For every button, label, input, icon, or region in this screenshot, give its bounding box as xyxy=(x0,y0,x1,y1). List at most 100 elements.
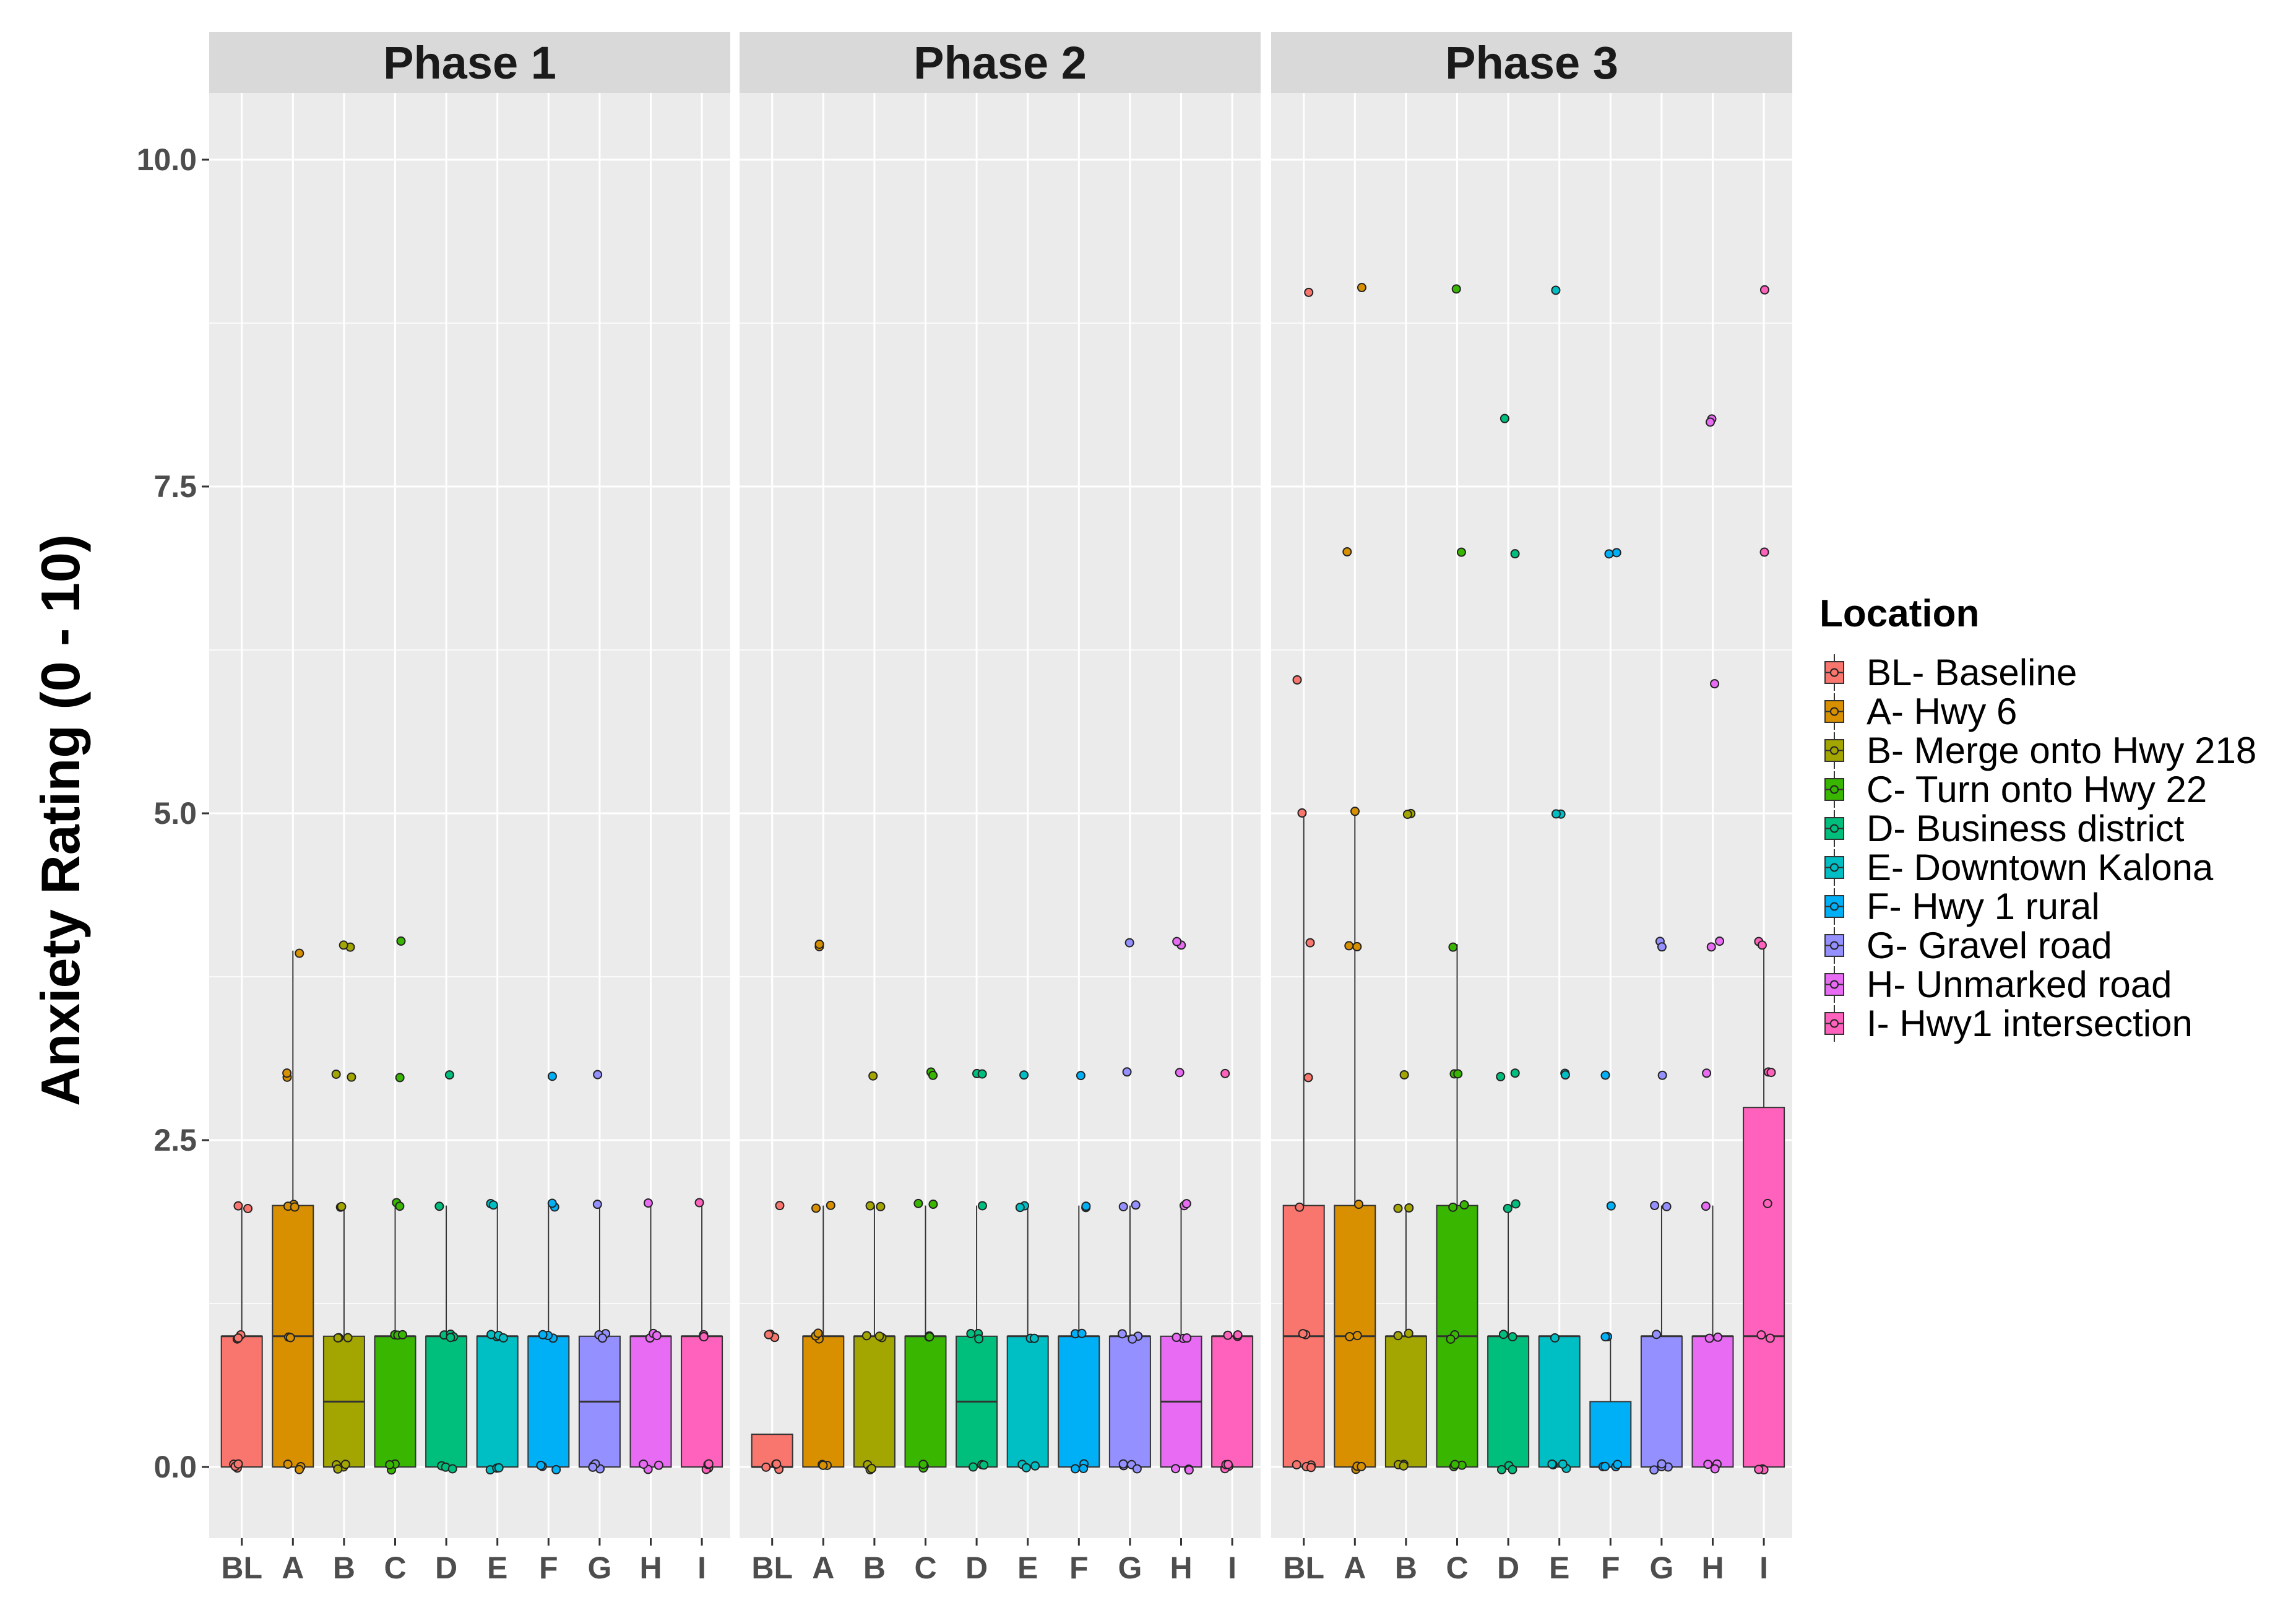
legend-key-point xyxy=(1830,863,1839,872)
box-A xyxy=(272,948,314,1474)
facet-strip xyxy=(1271,32,1792,93)
data-point xyxy=(928,1070,938,1080)
data-point xyxy=(1657,1459,1667,1469)
data-point xyxy=(1029,1333,1039,1343)
data-point xyxy=(1172,1333,1181,1343)
data-point xyxy=(1304,287,1314,297)
data-point xyxy=(444,1070,454,1080)
data-point xyxy=(1357,1461,1366,1471)
data-point xyxy=(1171,1464,1181,1474)
x-tick-label: F xyxy=(1069,1551,1089,1585)
data-point xyxy=(1756,1330,1766,1340)
box-G xyxy=(1640,937,1683,1475)
box-H xyxy=(629,1198,672,1474)
data-point xyxy=(385,1460,395,1469)
legend-item: B- Merge onto Hwy 218 xyxy=(1824,730,2256,771)
data-point xyxy=(1181,1199,1191,1209)
data-point xyxy=(243,1204,253,1214)
box-D xyxy=(425,1070,468,1474)
legend-label: BL- Baseline xyxy=(1867,652,2077,693)
data-point xyxy=(434,1201,444,1211)
box-H xyxy=(1691,414,1734,1474)
data-point xyxy=(1763,1198,1772,1208)
box-body xyxy=(1487,1335,1530,1468)
data-point xyxy=(1223,1460,1233,1469)
x-tick-label: I xyxy=(1228,1551,1236,1585)
x-tick-label: BL xyxy=(1283,1551,1324,1585)
data-point xyxy=(1184,1465,1194,1475)
x-tick-label: D xyxy=(1497,1551,1519,1585)
box-body xyxy=(904,1335,947,1468)
legend-label: H- Unmarked road xyxy=(1867,964,2172,1005)
box-body xyxy=(1384,1335,1427,1468)
data-point xyxy=(1070,1464,1080,1474)
data-point xyxy=(1402,810,1412,820)
box-body xyxy=(802,1335,845,1468)
data-point xyxy=(1019,1070,1029,1080)
box-F xyxy=(527,1071,570,1474)
data-point xyxy=(1703,1460,1713,1469)
x-tick-label: B xyxy=(1395,1551,1417,1585)
data-point xyxy=(1754,1464,1764,1474)
box-G xyxy=(578,1070,621,1474)
data-point xyxy=(283,1460,293,1469)
box-E xyxy=(1006,1070,1049,1473)
data-point xyxy=(333,1333,343,1343)
x-tick-label: D xyxy=(965,1551,988,1585)
data-point xyxy=(1077,1328,1087,1338)
data-point xyxy=(1713,1332,1723,1342)
data-point xyxy=(1706,417,1716,427)
facet-strip-title: Phase 2 xyxy=(913,37,1087,89)
data-point xyxy=(1662,1201,1672,1211)
box-body xyxy=(476,1335,519,1468)
box-body xyxy=(853,1335,896,1468)
data-point xyxy=(654,1460,663,1470)
legend-label: F- Hwy 1 rural xyxy=(1867,886,2100,927)
data-point xyxy=(494,1463,504,1473)
data-point xyxy=(918,1460,928,1469)
legend-item: C- Turn onto Hwy 22 xyxy=(1824,769,2207,810)
box-B xyxy=(322,940,365,1474)
legend-key-point xyxy=(1830,785,1839,794)
x-tick-label: E xyxy=(487,1551,507,1585)
data-point xyxy=(977,1201,987,1211)
x-tick-label: A xyxy=(282,1551,304,1585)
data-point xyxy=(343,1333,353,1343)
data-point xyxy=(1128,1334,1137,1344)
data-point xyxy=(969,1462,978,1472)
legend-label: I- Hwy1 intersection xyxy=(1867,1003,2193,1044)
data-point xyxy=(1496,1071,1506,1081)
data-point xyxy=(865,1201,875,1211)
data-point xyxy=(551,1464,561,1474)
data-point xyxy=(761,1462,771,1472)
data-point xyxy=(1353,1200,1363,1209)
data-point xyxy=(233,1201,243,1211)
data-point xyxy=(974,1334,984,1344)
data-point xyxy=(818,1460,828,1470)
data-point xyxy=(1551,285,1561,295)
data-point xyxy=(1551,809,1561,819)
data-point xyxy=(233,1333,243,1343)
data-point xyxy=(1547,1459,1557,1469)
data-point xyxy=(826,1200,835,1210)
data-point xyxy=(592,1200,602,1209)
data-point xyxy=(538,1330,548,1339)
box-body xyxy=(374,1335,416,1468)
data-point xyxy=(1350,807,1360,816)
box-H xyxy=(1160,937,1202,1475)
facet-strip-title: Phase 3 xyxy=(1445,37,1618,89)
box-body xyxy=(1108,1335,1151,1468)
legend-label: B- Merge onto Hwy 218 xyxy=(1867,730,2256,771)
legend-label: A- Hwy 6 xyxy=(1867,691,2017,732)
data-point xyxy=(1766,1068,1776,1078)
box-body xyxy=(1743,1107,1785,1468)
y-axis: 0.0 2.5 5.0 7.5 10.0 xyxy=(137,142,209,1484)
y-tick-label: 5.0 xyxy=(153,796,197,831)
x-tick-label: A xyxy=(1344,1551,1366,1585)
data-point xyxy=(1459,1200,1469,1210)
data-point xyxy=(1453,1069,1463,1079)
x-tick-label: F xyxy=(539,1551,558,1585)
data-point xyxy=(1510,1068,1520,1078)
data-point xyxy=(547,1198,557,1208)
data-point xyxy=(1757,940,1767,950)
